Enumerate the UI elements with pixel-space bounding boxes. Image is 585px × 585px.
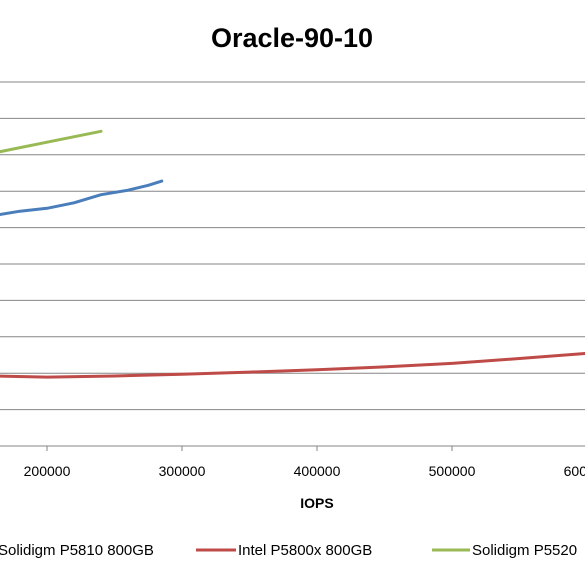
x-tick-labels: 200000 300000 400000 500000 600000 <box>24 446 585 479</box>
series-lines <box>0 129 585 379</box>
series-line-3 <box>0 129 103 154</box>
legend-label-3: Solidigm P5520 <box>472 542 577 559</box>
legend-label-1: Solidigm P5810 800GB <box>0 542 154 559</box>
chart-title: Oracle-90-10 <box>211 23 373 53</box>
x-tick-label: 200000 <box>24 463 71 479</box>
x-axis-label: IOPS <box>300 495 333 511</box>
x-tick-label: 300000 <box>159 463 206 479</box>
legend-label-2: Intel P5800x 800GB <box>238 542 372 559</box>
legend: Solidigm P5810 800GB Intel P5800x 800GB So… <box>0 542 577 559</box>
series-line-2 <box>0 351 585 379</box>
x-tick-label: 400000 <box>294 463 341 479</box>
gridlines <box>0 81 585 411</box>
x-tick-label: 600000 <box>564 463 585 479</box>
series-line-1 <box>0 179 164 217</box>
x-tick-label: 500000 <box>429 463 476 479</box>
